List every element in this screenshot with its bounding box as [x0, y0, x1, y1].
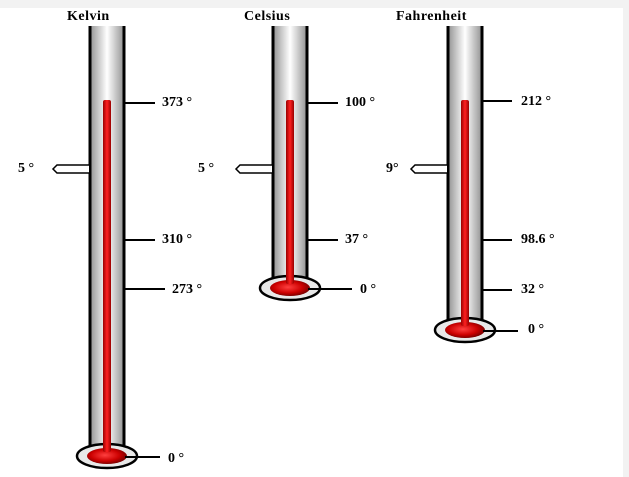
kelvin-title: Kelvin: [67, 9, 110, 24]
kelvin-interval-marker: [51, 164, 89, 174]
celsius-bulb-mercury: [270, 280, 310, 296]
kelvin-tick-label-0: 0 °: [168, 451, 185, 466]
fahrenheit-title: Fahrenheit: [396, 9, 467, 24]
fahrenheit-interval-marker-label: 9°: [386, 161, 399, 176]
celsius-mercury-column: [286, 100, 294, 284]
celsius-title: Celsius: [244, 9, 291, 24]
fahrenheit-interval-marker: [409, 164, 447, 174]
fahrenheit-tick-label-0: 0 °: [528, 322, 545, 337]
window-top-edge: [0, 0, 629, 8]
kelvin-bulb-mercury: [87, 448, 127, 464]
fahrenheit-mercury-column: [461, 100, 469, 326]
kelvin-tick-label-273: 273 °: [172, 282, 203, 297]
fahrenheit-tick-label-212: 212 °: [521, 94, 552, 109]
celsius-interval-marker-label: 5 °: [198, 161, 215, 176]
fahrenheit-tick-label-98-6: 98.6 °: [521, 232, 555, 247]
fahrenheit-bulb-mercury: [445, 322, 485, 338]
kelvin-tick-label-373: 373 °: [162, 95, 193, 110]
kelvin-interval-marker-label: 5 °: [18, 161, 35, 176]
celsius-tick-label-0: 0 °: [360, 282, 377, 297]
celsius-tick-label-100: 100 °: [345, 95, 376, 110]
kelvin-tick-label-310: 310 °: [162, 232, 193, 247]
window-right-edge: [623, 0, 629, 477]
celsius-interval-marker: [234, 164, 272, 174]
celsius-tick-label-37: 37 °: [345, 232, 369, 247]
kelvin-mercury-column: [103, 100, 111, 452]
fahrenheit-tick-label-32: 32 °: [521, 282, 545, 297]
